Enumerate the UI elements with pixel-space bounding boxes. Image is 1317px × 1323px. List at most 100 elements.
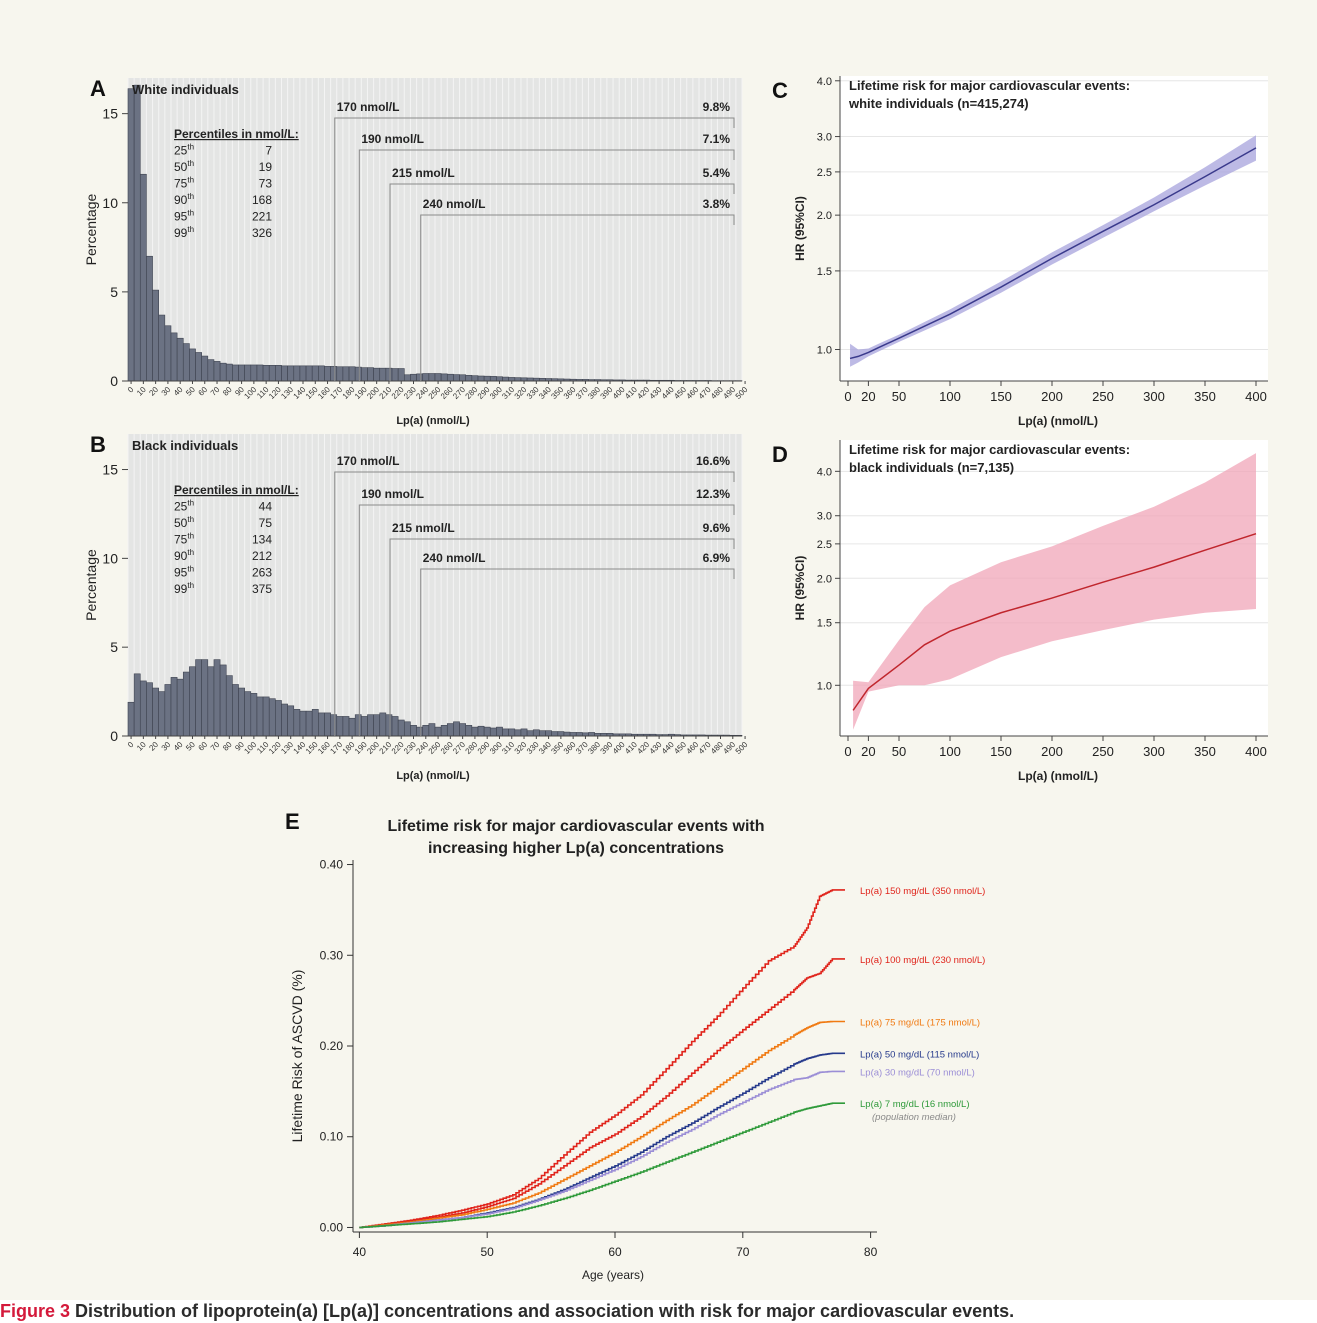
- threshold-label: 170 nmol/L: [337, 100, 400, 114]
- percentile-value: 221: [252, 210, 272, 224]
- x-tick-label: 200: [1041, 389, 1063, 404]
- histogram-bar: [434, 726, 442, 737]
- caption-figure-number: Figure 3: [0, 1301, 71, 1321]
- percentile-suffix: th: [187, 499, 194, 508]
- percentile-value: 75: [259, 516, 273, 530]
- histogram-bar: [403, 721, 411, 737]
- percentile-value: 375: [252, 582, 272, 596]
- histogram-bar: [158, 691, 166, 737]
- histogram-bar: [348, 366, 356, 382]
- histogram-bar: [391, 716, 399, 737]
- percentile-suffix: th: [187, 581, 194, 590]
- histogram-bar: [213, 361, 221, 382]
- figure-caption: Figure 3 Distribution of lipoprotein(a) …: [0, 1300, 1317, 1323]
- histogram-bar: [127, 701, 135, 737]
- threshold-label: 190 nmol/L: [361, 487, 424, 501]
- percentile-number: 90: [174, 193, 188, 207]
- histogram-bar: [379, 367, 387, 382]
- histogram-bar: [176, 337, 184, 382]
- threshold-bracket: [334, 471, 735, 736]
- histogram-bar: [459, 374, 466, 382]
- x-tick-label: 500: [734, 385, 750, 401]
- y-tick-label: 5: [110, 284, 118, 300]
- series-note: (population median): [872, 1112, 956, 1123]
- histogram-bar: [416, 726, 424, 737]
- histogram-bar: [330, 366, 338, 382]
- y-axis-label: Percentage: [83, 549, 99, 621]
- y-tick-label: 0: [110, 373, 118, 389]
- histogram-bar: [514, 377, 522, 382]
- hazard-ratio-line: [849, 147, 1257, 360]
- x-tick-label: 150: [990, 744, 1012, 759]
- histogram-bar: [256, 364, 264, 382]
- threshold-percent: 6.9%: [703, 551, 731, 565]
- histogram-bar: [391, 368, 399, 382]
- histogram-bar: [489, 727, 497, 737]
- histogram-bar: [373, 367, 381, 382]
- histogram-bar: [305, 710, 313, 737]
- panel-d: D 1.0 1.5 2.0 2.5 3.0 4.0 0 20 50 100 150 200 250 300 3…: [772, 440, 1268, 783]
- histogram-bar: [459, 723, 466, 737]
- y-tick-label: 5: [110, 639, 118, 655]
- threshold-bracket: [358, 149, 735, 381]
- histogram-bar: [440, 725, 448, 737]
- percentile-suffix: th: [187, 176, 194, 185]
- histogram-bar: [557, 731, 565, 737]
- y-axis-label: HR (95%CI): [793, 556, 807, 621]
- histogram-bar: [275, 700, 282, 737]
- histogram-bar: [201, 659, 209, 737]
- histogram-bar: [268, 698, 276, 737]
- percentiles-heading: Percentiles in nmol/L:: [174, 483, 299, 497]
- x-tick-label: 200: [1041, 744, 1063, 759]
- histogram-bar: [299, 365, 307, 382]
- histogram-bar: [502, 728, 509, 737]
- percentile-rank: 25th: [174, 143, 194, 158]
- histogram-bar: [219, 362, 227, 382]
- confidence-band: [850, 135, 1256, 367]
- histogram-bar: [189, 348, 196, 382]
- histogram-bar: [446, 373, 454, 382]
- histogram-bar: [508, 377, 516, 382]
- series-label: Lp(a) 30 mg/dL (70 nmol/L): [860, 1067, 975, 1078]
- y-tick-label: 1.5: [817, 266, 832, 278]
- threshold-bracket: [420, 568, 735, 736]
- histogram-bar: [213, 659, 221, 737]
- histogram-bar: [238, 364, 245, 382]
- x-tick-label: 0: [126, 740, 136, 750]
- histogram-bar: [453, 721, 460, 737]
- histogram-bar: [471, 726, 479, 737]
- panel-title: Lifetime risk for major cardiovascular e…: [387, 818, 764, 835]
- y-tick-label: 10: [102, 550, 118, 566]
- percentile-suffix: th: [187, 565, 194, 574]
- histogram-bar: [293, 709, 301, 737]
- histogram-bar: [422, 373, 430, 382]
- x-tick-label: 100: [939, 389, 961, 404]
- histogram-bar: [361, 367, 368, 382]
- x-tick-label: 0: [844, 389, 851, 404]
- series-label: Lp(a) 100 mg/dL (230 nmol/L): [860, 955, 985, 966]
- histogram-bar: [471, 375, 479, 382]
- threshold-label: 190 nmol/L: [361, 132, 424, 146]
- hazard-ratio-line: [852, 532, 1257, 711]
- series-label: Lp(a) 7 mg/dL (16 nmol/L): [860, 1099, 969, 1110]
- histogram-bar: [133, 84, 141, 382]
- histogram-bar: [532, 729, 540, 737]
- histogram-bar: [207, 359, 215, 382]
- y-tick-label: 2.0: [817, 573, 832, 585]
- panel-title: Black individuals: [132, 438, 238, 453]
- histogram-bar: [496, 376, 503, 382]
- histogram-bar: [440, 373, 448, 382]
- percentile-number: 95: [174, 210, 188, 224]
- histogram-bar: [311, 709, 319, 737]
- y-tick-label: 1.0: [817, 344, 832, 356]
- histogram-bar: [238, 687, 245, 737]
- histogram-bar: [354, 714, 362, 737]
- y-tick-label: 1.0: [817, 680, 832, 692]
- histogram-bar: [170, 677, 178, 737]
- percentile-rank: 95th: [174, 209, 194, 224]
- threshold-percent: 7.1%: [703, 132, 731, 146]
- percentile-suffix: th: [187, 532, 194, 541]
